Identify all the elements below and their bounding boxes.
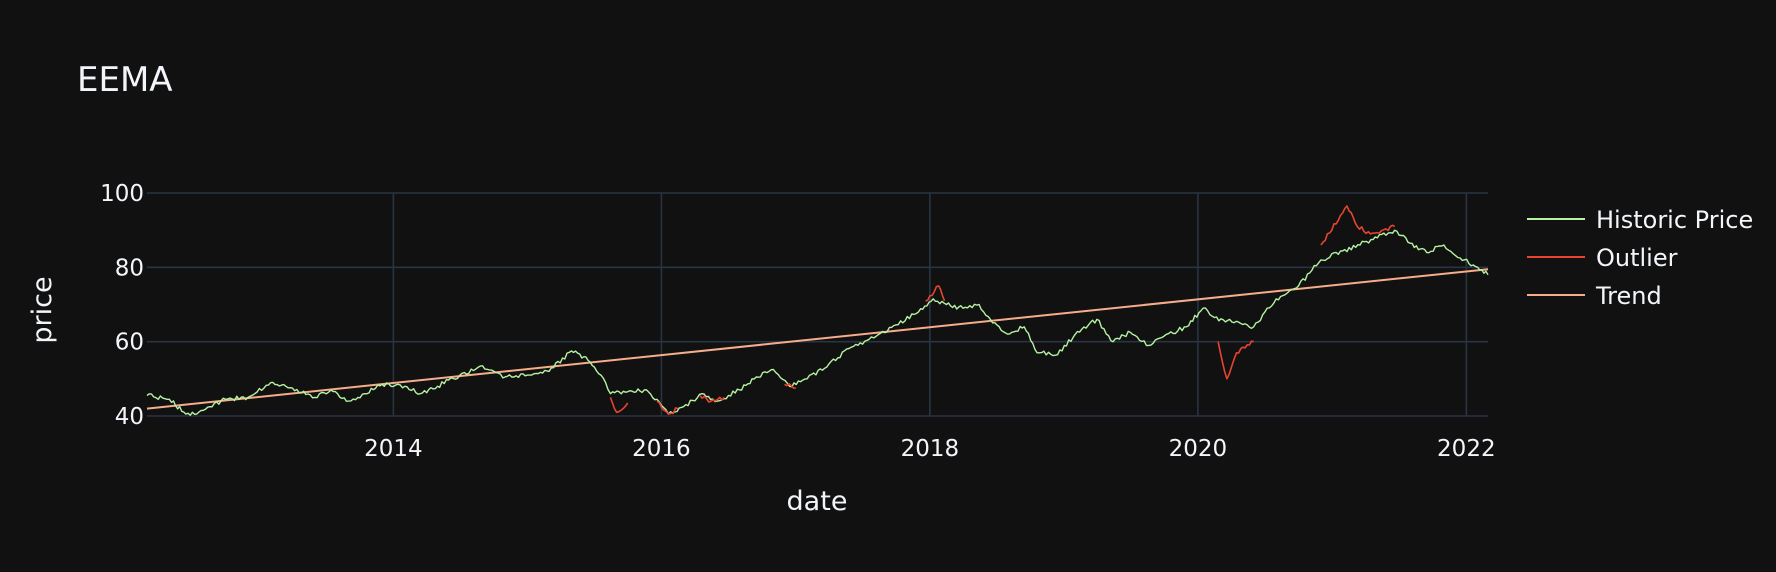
legend-label: Historic Price xyxy=(1596,206,1753,234)
x-tick-label: 2018 xyxy=(901,436,960,462)
x-tick-label: 2016 xyxy=(632,436,691,462)
y-tick-label: 60 xyxy=(115,330,144,356)
historic-price-series xyxy=(146,229,1489,416)
historic-price-line xyxy=(146,229,1489,416)
x-tick-label: 2022 xyxy=(1437,436,1496,462)
x-axis-title: date xyxy=(787,486,848,517)
grid xyxy=(147,192,1488,417)
legend-label: Trend xyxy=(1595,282,1662,310)
x-tick-label: 2014 xyxy=(364,436,423,462)
outlier-segment xyxy=(656,400,679,415)
outlier-segment xyxy=(1320,205,1396,246)
y-tick-label: 100 xyxy=(100,181,144,207)
trend-series xyxy=(146,268,1489,410)
x-tick-label: 2020 xyxy=(1169,436,1228,462)
legend: Historic Price Outlier Trend xyxy=(1527,206,1753,310)
y-tick-label: 80 xyxy=(115,255,144,281)
outlier-segment xyxy=(609,397,629,414)
y-axis-title: price xyxy=(27,276,58,343)
legend-item[interactable]: Historic Price xyxy=(1527,206,1753,234)
legend-item[interactable]: Trend xyxy=(1527,282,1662,310)
outlier-segment xyxy=(699,395,725,403)
chart-title: EEMA xyxy=(77,60,173,100)
outlier-series xyxy=(609,205,1396,415)
legend-item[interactable]: Outlier xyxy=(1527,244,1678,272)
axis-ticks: 40 60 80 100 2014 2016 2018 2020 2022 xyxy=(100,181,1496,462)
outlier-segment xyxy=(784,382,796,389)
outlier-segment xyxy=(925,285,946,302)
y-tick-label: 40 xyxy=(115,404,144,430)
outlier-segment xyxy=(1217,340,1254,380)
trend-line xyxy=(146,268,1489,410)
legend-label: Outlier xyxy=(1596,244,1678,272)
